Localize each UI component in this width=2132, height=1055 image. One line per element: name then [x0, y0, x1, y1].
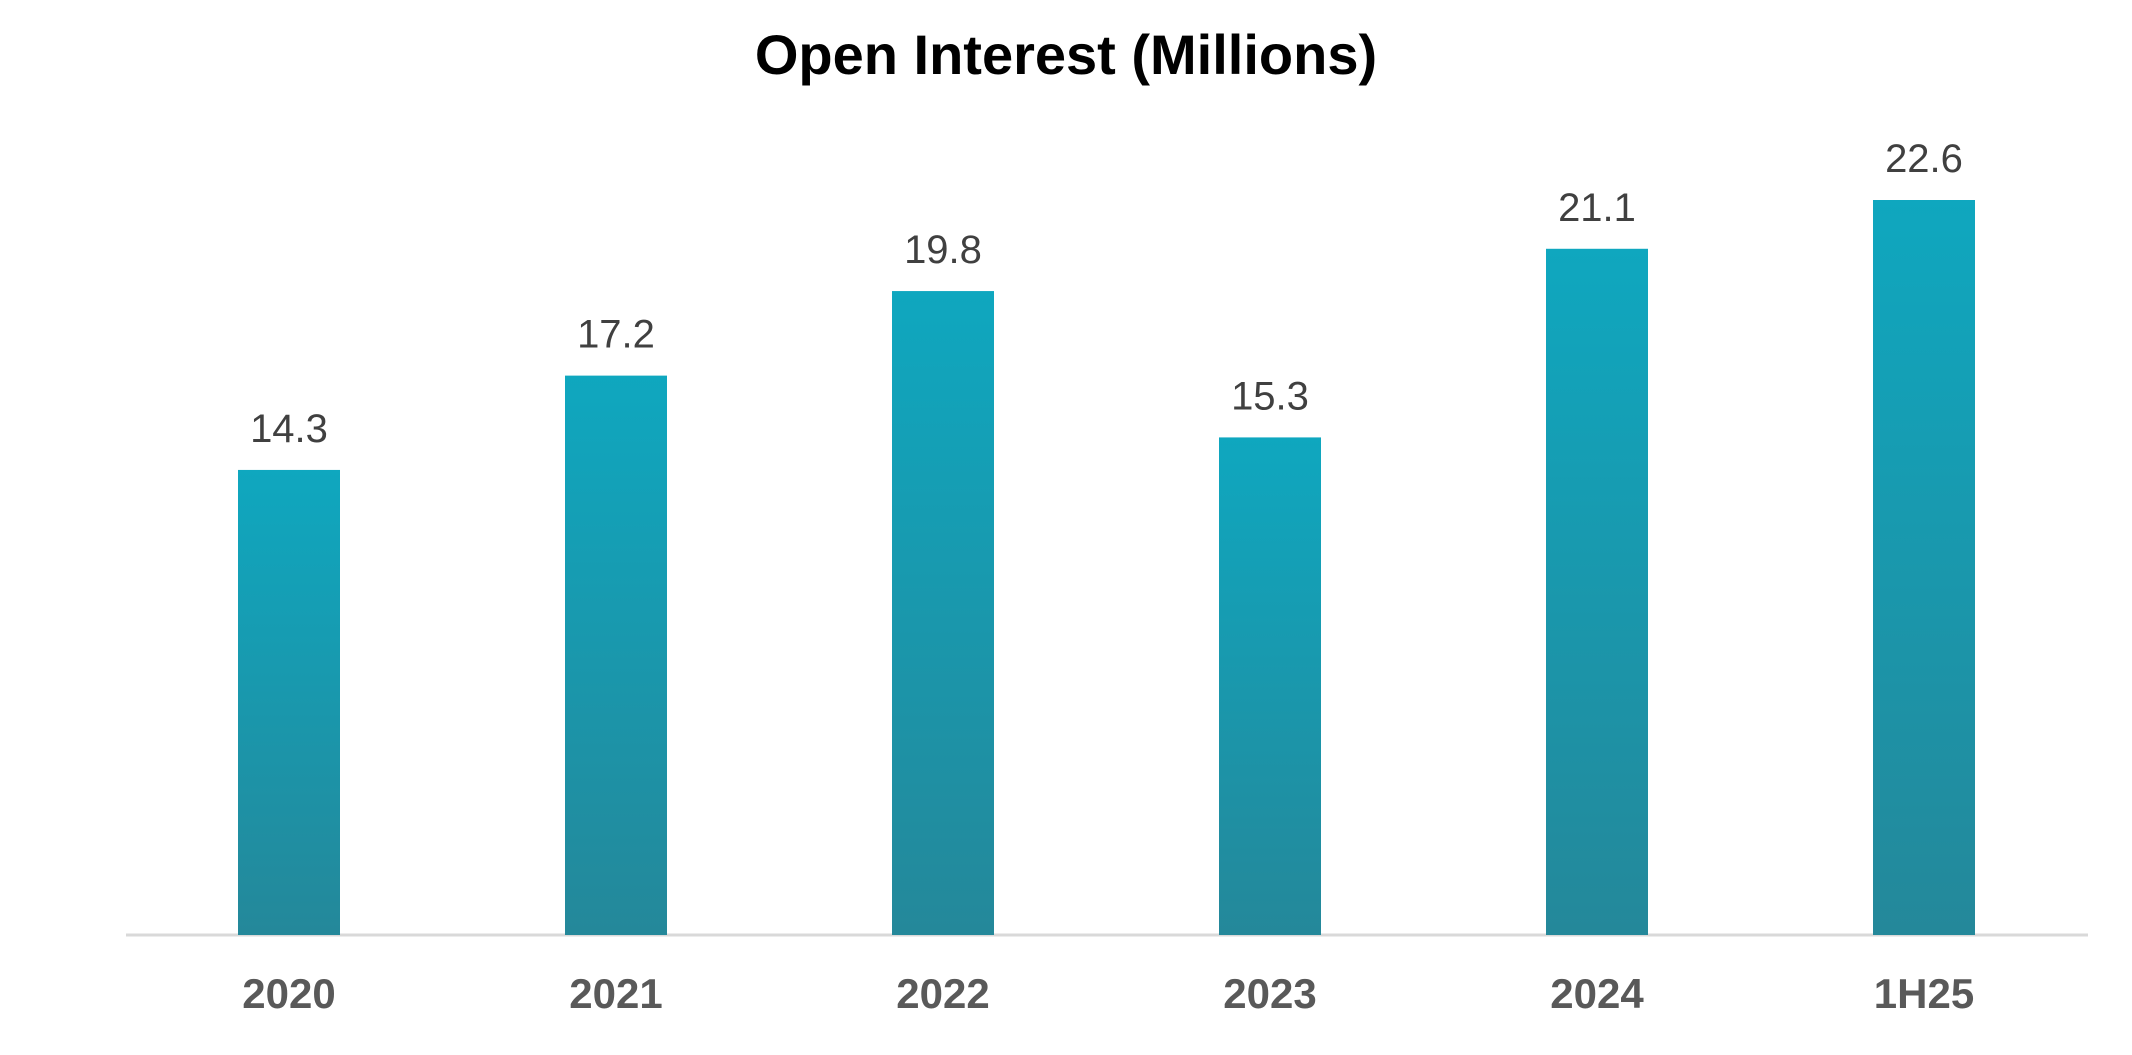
- bar-2023: [1219, 437, 1321, 935]
- data-label-2024: 21.1: [1558, 186, 1636, 230]
- chart-title: Open Interest (Millions): [754, 23, 1378, 86]
- x-tick-label-2021: 2021: [569, 970, 662, 1017]
- bar-2024: [1546, 248, 1648, 935]
- bar-2021: [565, 375, 667, 935]
- bar-1H25: [1873, 200, 1975, 935]
- x-tick-label-2020: 2020: [242, 970, 335, 1017]
- data-label-2023: 15.3: [1231, 374, 1309, 418]
- x-tick-label-2022: 2022: [896, 970, 989, 1017]
- data-label-1H25: 22.6: [1885, 137, 1963, 181]
- bar-2020: [238, 469, 340, 935]
- data-label-2021: 17.2: [577, 313, 655, 357]
- x-tick-label-2023: 2023: [1223, 970, 1316, 1017]
- data-label-2022: 19.8: [904, 228, 982, 272]
- bar-2022: [892, 291, 994, 935]
- data-label-2020: 14.3: [250, 407, 328, 451]
- x-tick-label-1H25: 1H25: [1874, 970, 1974, 1017]
- x-tick-label-2024: 2024: [1550, 970, 1644, 1017]
